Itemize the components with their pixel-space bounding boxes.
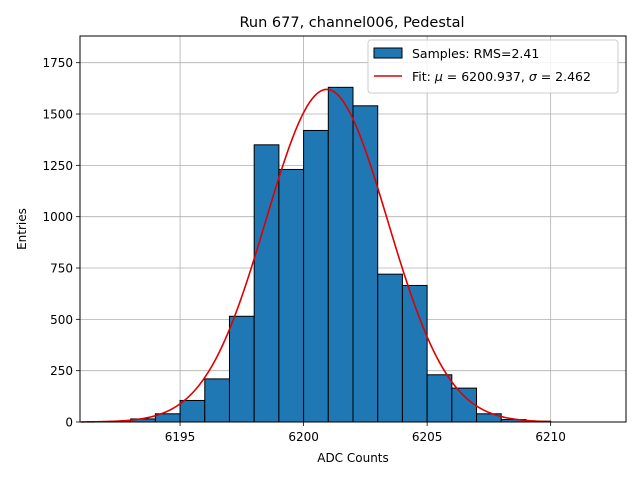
x-tick-label: 6195 (165, 430, 196, 444)
histogram-bar (327, 86, 354, 423)
histogram-bar (377, 273, 403, 423)
axis-ticks: 6195 6200 6205 6210 0 250 500 750 1000 1250 1500 17… (42, 56, 565, 444)
legend-fit-label: Fit: μ = 6200.937, σ = 2.462 (412, 69, 591, 84)
y-tick-label: 1750 (42, 56, 73, 70)
y-tick-label: 1500 (42, 108, 73, 122)
y-tick-label: 750 (50, 262, 73, 276)
legend-histogram-swatch (373, 47, 403, 59)
y-axis-label: Entries (15, 208, 29, 250)
legend: Samples: RMS=2.41 Fit: μ = 6200.937, σ =… (367, 39, 619, 94)
x-tick-label: 6205 (412, 430, 443, 444)
histogram-bar (228, 315, 255, 423)
y-tick-label: 500 (50, 313, 73, 327)
histogram-bar (426, 374, 453, 423)
x-axis-label: ADC Counts (317, 451, 389, 465)
histogram-bar (352, 105, 379, 423)
plot-frame (79, 35, 627, 423)
histogram-bar (253, 144, 280, 423)
fit-curve (81, 88, 551, 423)
chart-title: Run 677, channel006, Pedestal (239, 15, 464, 31)
x-tick-label: 6200 (288, 430, 319, 444)
x-tick-label: 6210 (535, 430, 566, 444)
y-tick-label: 1000 (42, 210, 73, 224)
y-tick-label: 0 (65, 416, 73, 430)
y-tick-label: 250 (50, 364, 73, 378)
legend-box (367, 39, 619, 94)
y-tick-label: 1250 (42, 159, 73, 173)
histogram-bar (451, 387, 478, 423)
histogram-bar (179, 399, 206, 423)
legend-histogram-label: Samples: RMS=2.41 (412, 46, 539, 61)
histogram-bar (204, 378, 230, 423)
histogram-bar (278, 168, 305, 423)
histogram-bar (303, 129, 329, 423)
